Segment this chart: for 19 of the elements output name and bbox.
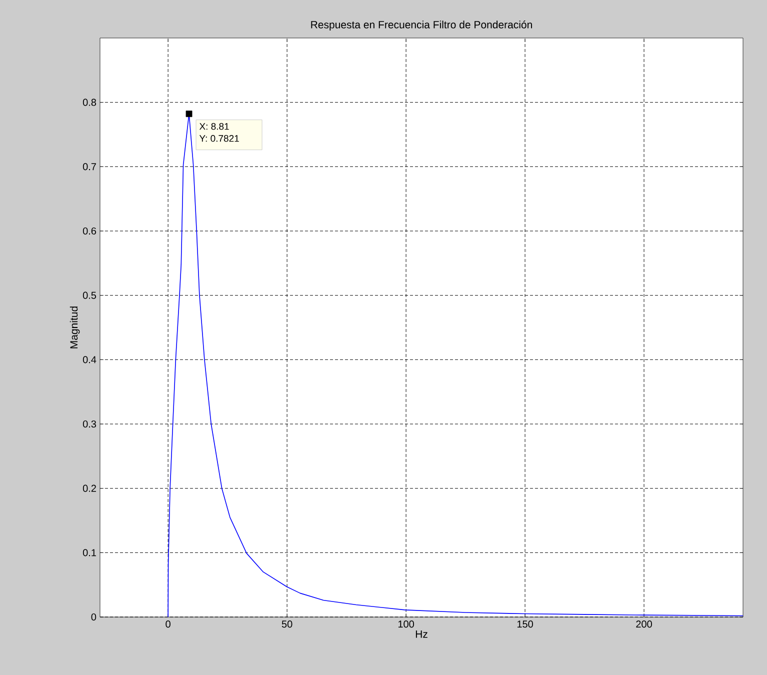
y-tick-label: 0.1 — [82, 549, 96, 556]
x-tick-label: 100 — [398, 620, 414, 628]
x-tick-label: 200 — [636, 620, 652, 628]
y-tick-label: 0.5 — [82, 292, 96, 299]
y-tick-label: 0.7 — [82, 163, 96, 170]
y-axis-title: Magnitud — [70, 306, 80, 348]
chart-title: Respuesta en Frecuencia Filtro de Ponderación — [311, 20, 532, 30]
y-tick-label: 0.4 — [82, 356, 96, 364]
x-tick-label: 150 — [517, 620, 533, 628]
x-tick-label: 0 — [166, 620, 170, 628]
y-tick-label: 0.6 — [82, 227, 96, 235]
y-tick-label: 0.3 — [82, 420, 96, 428]
y-tick-label: 0.8 — [82, 98, 96, 106]
annotation: X: 8.81 — [199, 123, 229, 130]
y-tick-label: 0 — [91, 613, 96, 621]
x-tick-label: 50 — [282, 620, 292, 628]
y-tick-label: 0.2 — [82, 484, 96, 492]
annotation: Y: 0.7821 — [199, 135, 239, 142]
x-axis-title: Hz — [416, 630, 428, 638]
